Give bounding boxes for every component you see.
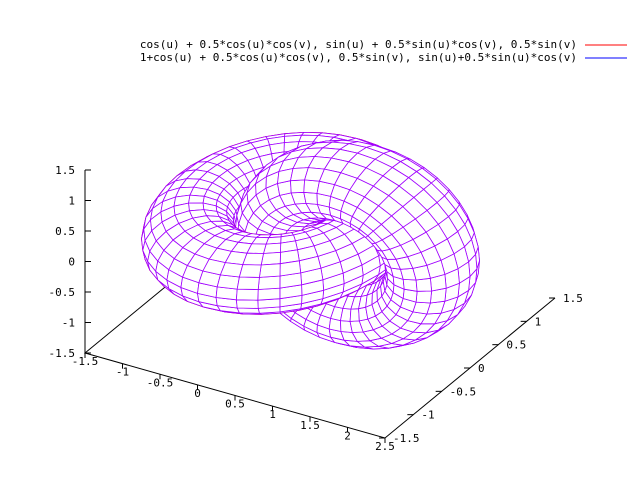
z-axis-tick-label: 0 [68, 256, 75, 269]
surface-1-mesh-cell [235, 288, 259, 301]
y-axis-tick-label: -0.5 [450, 385, 477, 398]
y-axis-tick-label: -1 [421, 409, 434, 422]
legend-label-1: cos(u) + 0.5*cos(u)*cos(v), sin(u) + 0.5… [140, 38, 577, 51]
surface-1-mesh-cell [236, 307, 260, 314]
surface-1-mesh-cell [257, 275, 281, 290]
legend-label-2: 1+cos(u) + 0.5*cos(u)*cos(v), 0.5*sin(v)… [140, 51, 577, 64]
surface-2-mesh-cell [290, 179, 306, 194]
y-axis-tick-label: 1 [535, 315, 542, 328]
surface-2-mesh-cell [402, 278, 418, 292]
x-axis-tick-label: 0 [194, 387, 201, 400]
surface-1-mesh-cell [279, 260, 302, 277]
z-axis-tick-label: 1.5 [55, 164, 75, 177]
z-axis-tick-label: -0.5 [49, 286, 76, 299]
z-axis-tick-label: 1 [68, 195, 75, 208]
surface-1-mesh-cell [238, 264, 262, 278]
surface-2-mesh-cell [415, 277, 433, 292]
x-axis-tick-label: 1 [269, 408, 276, 421]
y-axis-tick-label: -1.5 [393, 432, 420, 445]
surface-2-mesh-cell [415, 290, 433, 304]
x-axis-tick-label: -0.5 [147, 376, 174, 389]
surface-2-mesh-cell [364, 185, 390, 207]
y-axis-ticks: -1.5-1 -0.50 0.5 1 1.5 [379, 292, 583, 445]
surface-1-mesh-cell [257, 287, 281, 301]
surfaces [141, 131, 480, 350]
surface-1-mesh-cell [258, 263, 281, 278]
z-axis-tick-label: -1 [62, 317, 75, 330]
x-axis-tick-label: -1 [116, 366, 129, 379]
surface-1-mesh-cell [235, 299, 259, 309]
legend: cos(u) + 0.5*cos(u)*cos(v), sin(u) + 0.5… [140, 38, 627, 64]
x-axis-tick-label: 2 [344, 429, 351, 442]
x-axis-tick-label: 2.5 [375, 440, 395, 453]
x-axis-tick-label: 0.5 [225, 398, 245, 411]
surface-2-mesh-cell [349, 308, 360, 322]
surface-2-mesh-cell [303, 191, 318, 205]
y-axis-tick-label: 0.5 [506, 339, 526, 352]
z-axis-tick-label: 0.5 [55, 225, 75, 238]
z-axis-tick-label: -1.5 [49, 347, 76, 360]
surface-1-mesh-cell [236, 276, 260, 290]
x-axis-tick-label: -1.5 [72, 355, 99, 368]
y-axis-tick-label: 1.5 [563, 292, 583, 305]
y-axis-tick-label: 0 [478, 362, 485, 375]
x-axis-tick-label: 1.5 [300, 419, 320, 432]
x-axis-ticks: -1.5 -1 -0.5 0 0.5 1 1.5 2 2.5 [72, 353, 395, 453]
surface-1-mesh-cell [260, 251, 281, 266]
surface-1-mesh-cell [188, 194, 205, 204]
z-axis-ticks: -1.5 -1 -0.5 0 0.5 1 1.5 [49, 164, 91, 360]
